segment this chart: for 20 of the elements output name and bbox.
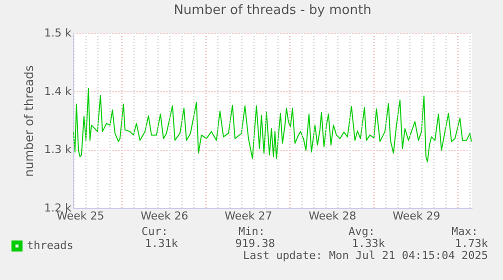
- line-series: [72, 88, 472, 162]
- y-tick-label: 1.5 k: [44, 26, 72, 40]
- text: Min:: [238, 225, 265, 238]
- text: 919.38: [235, 237, 275, 250]
- x-tick-label: Week 28: [308, 210, 356, 222]
- chart-title: Number of threads - by month: [174, 3, 372, 18]
- text: Max:: [452, 225, 478, 238]
- y-axis-title: number of threads: [22, 65, 36, 177]
- text: 1.73k: [454, 237, 488, 250]
- text: Cur:: [142, 225, 168, 238]
- text: 1.31k: [144, 237, 178, 250]
- text: Avg:: [348, 225, 375, 238]
- x-tick-label: Week 27: [224, 210, 272, 222]
- legend-label: threads: [27, 239, 74, 252]
- x-tick-label: Week 26: [140, 210, 188, 222]
- x-tick-label: Week 29: [392, 210, 440, 222]
- y-tick-label: 1.3 k: [44, 143, 72, 156]
- text: 1.33k: [352, 237, 386, 250]
- y-tick-label: 1.4 k: [44, 84, 72, 98]
- text: Last update: Mon Jul 21 04:15:04 2025: [242, 249, 488, 262]
